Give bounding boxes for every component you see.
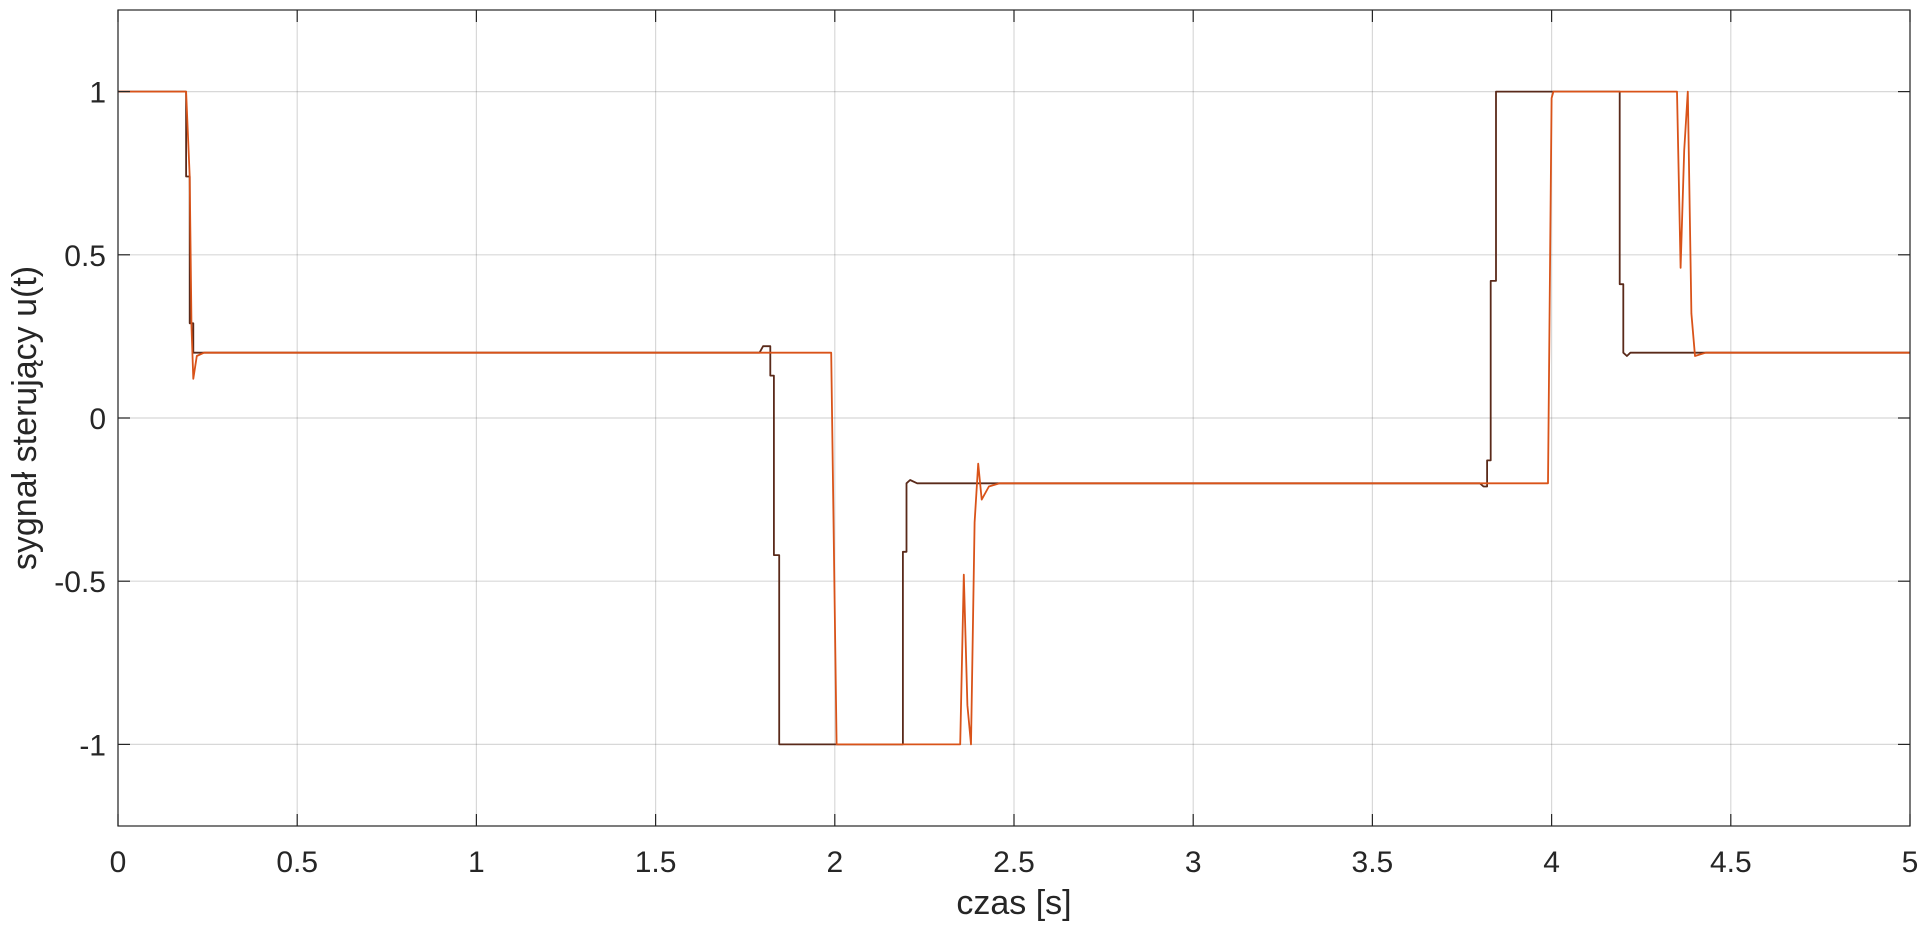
x-tick-label: 0.5: [276, 846, 318, 879]
y-tick-label: -0.5: [54, 566, 106, 599]
x-tick-label: 3: [1185, 846, 1202, 879]
x-axis-ticks: 0 0.5 1 1.5 2 2.5 3 3.5 4 4.5 5: [110, 10, 1919, 879]
series-line-2: [118, 90, 1910, 746]
y-axis-ticks: -1 -0.5 0 0.5 1: [54, 77, 1910, 762]
x-tick-label: 4: [1543, 846, 1560, 879]
x-tick-label: 3.5: [1352, 846, 1394, 879]
x-tick-label: 4.5: [1710, 846, 1752, 879]
x-tick-label: 0: [110, 846, 127, 879]
y-tick-label: 1: [89, 77, 106, 110]
y-axis-label: sygnał sterujący u(t): [6, 266, 44, 570]
y-tick-label: 0: [89, 403, 106, 436]
series-group: [118, 90, 1910, 746]
x-tick-label: 2: [826, 846, 843, 879]
x-axis-label: czas [s]: [956, 884, 1071, 922]
x-tick-label: 1: [468, 846, 485, 879]
x-tick-label: 2.5: [993, 846, 1035, 879]
y-tick-label: -1: [79, 729, 106, 762]
plot-area: [118, 10, 1910, 826]
y-tick-label: 0.5: [64, 240, 106, 273]
x-tick-label: 1.5: [635, 846, 677, 879]
x-tick-label: 5: [1902, 846, 1919, 879]
